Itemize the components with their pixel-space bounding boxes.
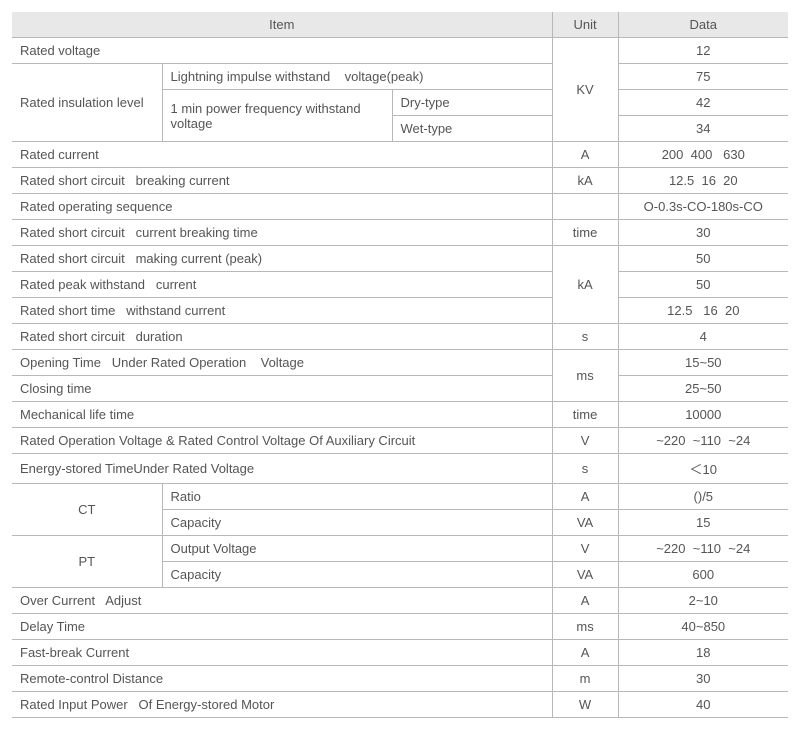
cell-unit: W: [552, 692, 618, 718]
cell-label: Rated Input Power Of Energy-stored Motor: [12, 692, 552, 718]
cell-data: 600: [618, 562, 788, 588]
cell-sublabel: Output Voltage: [162, 536, 552, 562]
cell-label: PT: [12, 536, 162, 588]
cell-label: Rated short circuit current breaking tim…: [12, 220, 552, 246]
cell-unit: time: [552, 220, 618, 246]
cell-label: Rated short circuit making current (peak…: [12, 246, 552, 272]
row-op-voltage: Rated Operation Voltage & Rated Control …: [12, 428, 788, 454]
row-rated-voltage: Rated voltage KV 12: [12, 38, 788, 64]
cell-label: Rated short circuit breaking current: [12, 168, 552, 194]
cell-data: ＜10: [618, 454, 788, 484]
cell-sublabel: Lightning impulse withstand voltage(peak…: [162, 64, 552, 90]
cell-data: ()/5: [618, 484, 788, 510]
cell-data: 75: [618, 64, 788, 90]
row-input-power: Rated Input Power Of Energy-stored Motor…: [12, 692, 788, 718]
cell-label: Rated Operation Voltage & Rated Control …: [12, 428, 552, 454]
cell-label: Rated short circuit duration: [12, 324, 552, 350]
cell-unit: A: [552, 142, 618, 168]
row-sc-making: Rated short circuit making current (peak…: [12, 246, 788, 272]
cell-label: Remote-control Distance: [12, 666, 552, 692]
spec-table: Item Unit Data Rated voltage KV 12 Rated…: [12, 12, 788, 718]
cell-data: 25~50: [618, 376, 788, 402]
row-closing-time: Closing time 25~50: [12, 376, 788, 402]
row-mech-life: Mechanical life time time 10000: [12, 402, 788, 428]
cell-label: CT: [12, 484, 162, 536]
row-sc-duration: Rated short circuit duration s 4: [12, 324, 788, 350]
row-opening-time: Opening Time Under Rated Operation Volta…: [12, 350, 788, 376]
cell-label: Delay Time: [12, 614, 552, 640]
cell-data: 10000: [618, 402, 788, 428]
cell-sublabel: 1 min power frequency withstand voltage: [162, 90, 392, 142]
cell-unit: m: [552, 666, 618, 692]
cell-sublabel: Ratio: [162, 484, 552, 510]
cell-label: Opening Time Under Rated Operation Volta…: [12, 350, 552, 376]
row-rated-current: Rated current A 200 400 630: [12, 142, 788, 168]
cell-unit: time: [552, 402, 618, 428]
cell-data: 12: [618, 38, 788, 64]
row-remote-dist: Remote-control Distance m 30: [12, 666, 788, 692]
row-sc-break-time: Rated short circuit current breaking tim…: [12, 220, 788, 246]
cell-sublabel: Wet-type: [392, 116, 552, 142]
cell-unit: A: [552, 484, 618, 510]
cell-data: 50: [618, 246, 788, 272]
cell-sublabel: Dry-type: [392, 90, 552, 116]
cell-label: Rated short time withstand current: [12, 298, 552, 324]
row-peak-withstand: Rated peak withstand current 50: [12, 272, 788, 298]
row-oc-adjust: Over Current Adjust A 2~10: [12, 588, 788, 614]
cell-data: ~220 ~110 ~24: [618, 536, 788, 562]
cell-label: Energy-stored TimeUnder Rated Voltage: [12, 454, 552, 484]
cell-data: 40: [618, 692, 788, 718]
cell-sublabel: Capacity: [162, 510, 552, 536]
cell-data: 2~10: [618, 588, 788, 614]
cell-unit: s: [552, 454, 618, 484]
cell-unit: A: [552, 588, 618, 614]
cell-label: Rated insulation level: [12, 64, 162, 142]
row-ct-ratio: CT Ratio A ()/5: [12, 484, 788, 510]
cell-unit: kA: [552, 246, 618, 324]
header-item: Item: [12, 12, 552, 38]
cell-data: 200 400 630: [618, 142, 788, 168]
cell-data: 15~50: [618, 350, 788, 376]
header-unit: Unit: [552, 12, 618, 38]
cell-unit: V: [552, 536, 618, 562]
cell-unit: s: [552, 324, 618, 350]
cell-unit: VA: [552, 510, 618, 536]
cell-data: 12.5 16 20: [618, 168, 788, 194]
cell-unit: kA: [552, 168, 618, 194]
row-delay-time: Delay Time ms 40~850: [12, 614, 788, 640]
cell-unit: ms: [552, 614, 618, 640]
cell-label: Over Current Adjust: [12, 588, 552, 614]
row-energy-time: Energy-stored TimeUnder Rated Voltage s …: [12, 454, 788, 484]
cell-unit: [552, 194, 618, 220]
row-pt-outv: PT Output Voltage V ~220 ~110 ~24: [12, 536, 788, 562]
cell-label: Rated current: [12, 142, 552, 168]
cell-label: Mechanical life time: [12, 402, 552, 428]
row-insul-lightning: Rated insulation level Lightning impulse…: [12, 64, 788, 90]
row-op-sequence: Rated operating sequence O-0.3s-CO-180s-…: [12, 194, 788, 220]
cell-label: Rated operating sequence: [12, 194, 552, 220]
cell-label: Rated voltage: [12, 38, 552, 64]
cell-unit: KV: [552, 38, 618, 142]
cell-data: O-0.3s-CO-180s-CO: [618, 194, 788, 220]
cell-unit: VA: [552, 562, 618, 588]
cell-data: 50: [618, 272, 788, 298]
cell-label: Closing time: [12, 376, 552, 402]
cell-data: 30: [618, 220, 788, 246]
cell-label: Rated peak withstand current: [12, 272, 552, 298]
row-sc-break-current: Rated short circuit breaking current kA …: [12, 168, 788, 194]
cell-data: 34: [618, 116, 788, 142]
cell-data: 4: [618, 324, 788, 350]
cell-data: 40~850: [618, 614, 788, 640]
cell-data: 15: [618, 510, 788, 536]
cell-unit: ms: [552, 350, 618, 402]
cell-data: 30: [618, 666, 788, 692]
cell-data: 12.5 16 20: [618, 298, 788, 324]
row-st-withstand: Rated short time withstand current 12.5 …: [12, 298, 788, 324]
header-row: Item Unit Data: [12, 12, 788, 38]
header-data: Data: [618, 12, 788, 38]
cell-data: 42: [618, 90, 788, 116]
cell-sublabel: Capacity: [162, 562, 552, 588]
cell-data: ~220 ~110 ~24: [618, 428, 788, 454]
cell-unit: V: [552, 428, 618, 454]
